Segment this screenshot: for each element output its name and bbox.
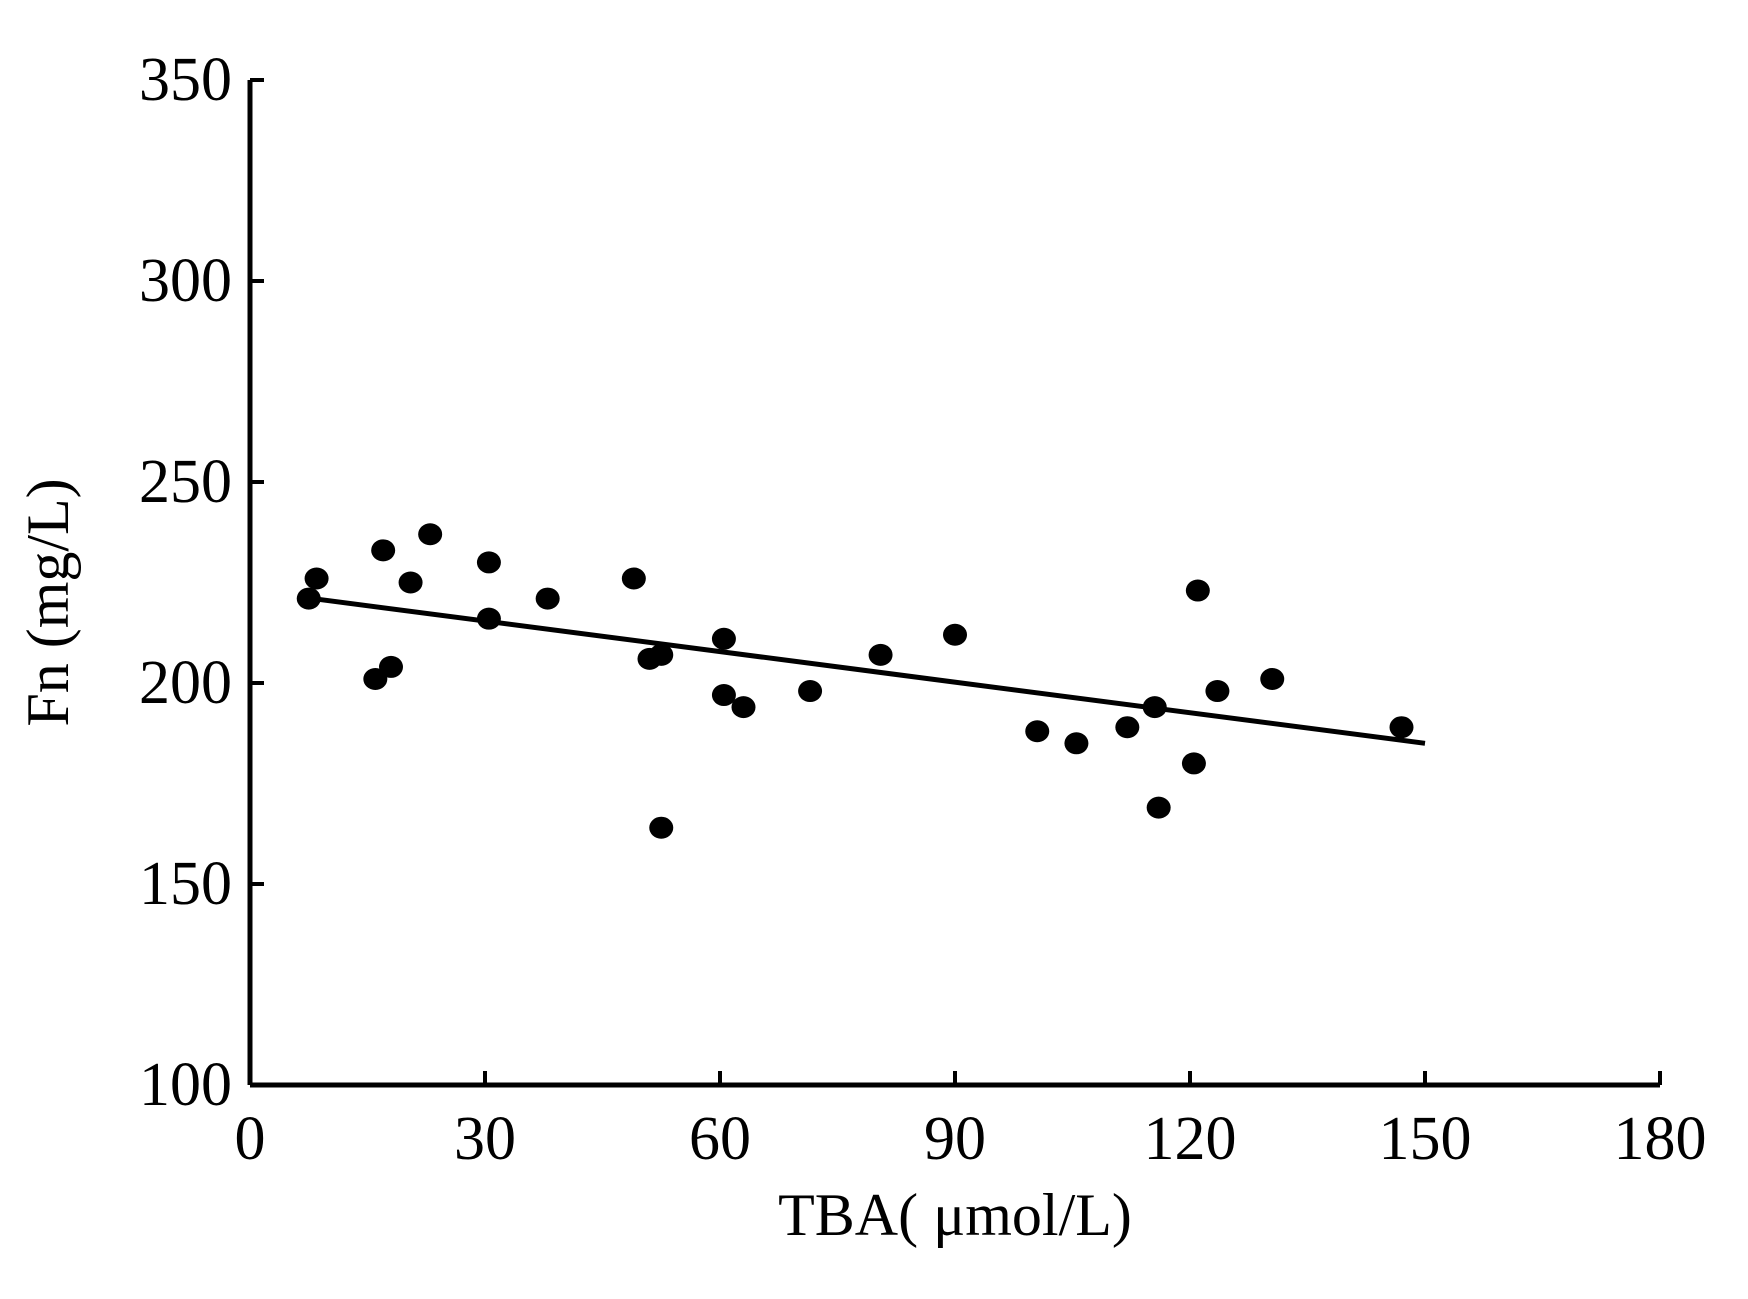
y-tick-label: 300 <box>139 247 232 315</box>
data-point <box>1181 752 1206 775</box>
data-point <box>535 587 560 610</box>
data-point <box>943 623 967 646</box>
data-point <box>731 696 756 719</box>
data-point <box>711 684 736 707</box>
data-point <box>649 643 674 666</box>
x-axis-ticks: 0 30 60 90 120 150 180 <box>235 1071 1707 1173</box>
axes <box>247 80 1660 1088</box>
data-point <box>296 587 321 610</box>
y-axis-label: Fn (mg/L) <box>15 478 81 726</box>
y-axis-ticks: 100 150 200 250 300 350 <box>139 46 264 1119</box>
x-tick-label: 180 <box>1614 1105 1707 1173</box>
data-point <box>1389 716 1414 739</box>
y-tick-label: 200 <box>139 649 232 717</box>
data-point <box>1146 796 1171 819</box>
data-point <box>1025 720 1050 743</box>
x-tick-label: 60 <box>689 1105 751 1173</box>
x-tick-label: 0 <box>235 1105 266 1173</box>
x-tick-label: 30 <box>454 1105 516 1173</box>
data-point <box>476 551 501 574</box>
y-tick-label: 150 <box>139 850 232 918</box>
data-point <box>1064 732 1089 755</box>
data-point <box>418 523 443 546</box>
data-point <box>711 627 736 650</box>
data-point <box>1115 716 1140 739</box>
data-point <box>1185 579 1210 602</box>
data-point <box>1260 667 1285 690</box>
data-point <box>1142 696 1167 719</box>
data-point <box>363 667 388 690</box>
data-point <box>476 607 501 630</box>
x-axis-label: TBA( μmol/L) <box>778 1182 1132 1248</box>
x-tick-label: 150 <box>1379 1105 1472 1173</box>
data-point <box>304 567 329 590</box>
data-point <box>1205 680 1230 703</box>
data-point <box>868 643 893 666</box>
data-point <box>398 571 423 594</box>
y-tick-label: 250 <box>139 448 232 516</box>
data-point <box>371 539 396 562</box>
y-tick-label: 100 <box>139 1051 232 1119</box>
data-point <box>649 816 674 839</box>
x-tick-label: 120 <box>1144 1105 1237 1173</box>
data-point <box>379 655 403 678</box>
data-point <box>798 680 823 703</box>
data-points <box>296 523 1414 839</box>
data-point <box>621 567 646 590</box>
x-tick-label: 90 <box>924 1105 986 1173</box>
y-tick-label: 350 <box>139 46 232 114</box>
